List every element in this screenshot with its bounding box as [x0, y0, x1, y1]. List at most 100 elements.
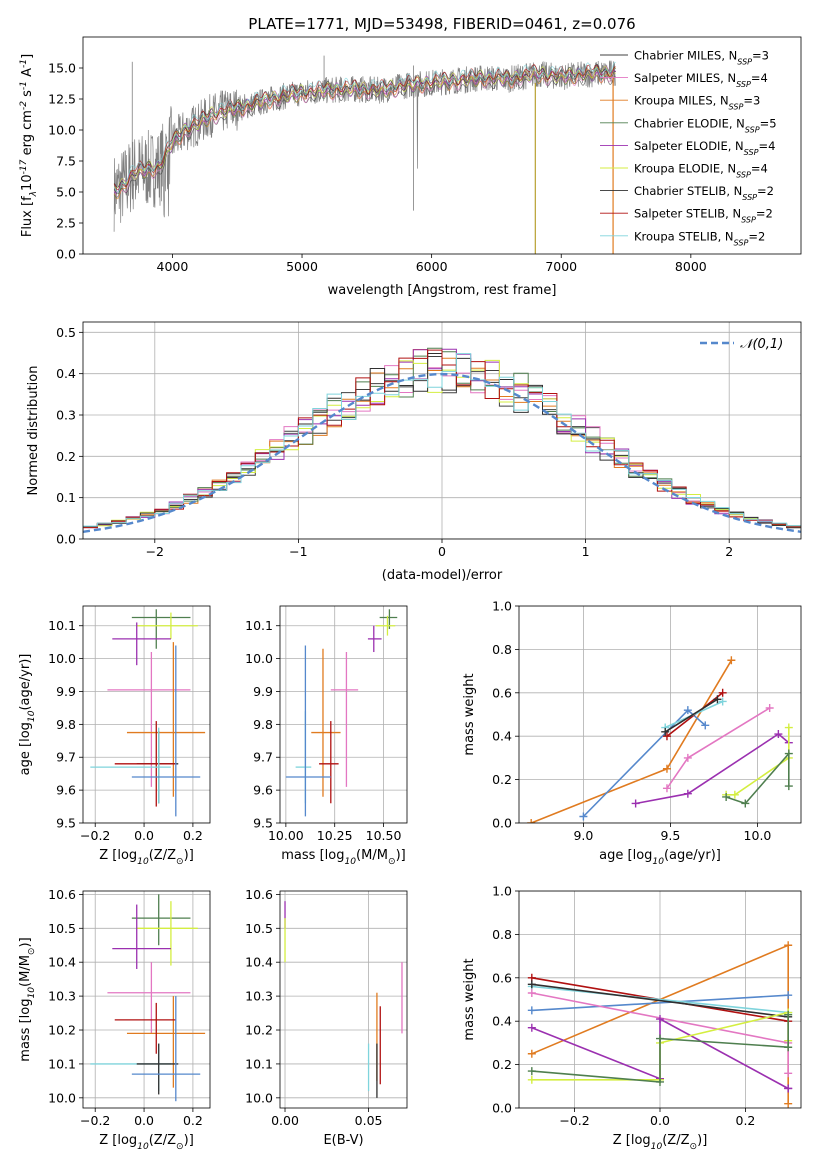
- axes-weight-vs-age: 9.0 9.5 10.0 0.0 0.2 0.4 0.6 0.8 1.0 age [log10(a…: [462, 599, 802, 867]
- y-tick-label: 10.3: [48, 989, 76, 1004]
- mass-weight-line: [726, 727, 790, 796]
- y-tick-label: 0.1: [56, 490, 76, 505]
- y-tick-label: 10.6: [48, 887, 76, 902]
- y-tick-label: 0.8: [492, 927, 512, 942]
- legend-label: Chabrier MILES, NSSP=3: [634, 49, 769, 67]
- y-tick-label: 0.6: [492, 685, 512, 700]
- mass-weight-marker: [713, 695, 722, 704]
- y-tick-label: 10.2: [245, 1023, 273, 1038]
- axes-mass-vs-ebv: 0.00 0.05 10.0 10.1 10.2 10.3 10.4 10.5 10.6 E(B-…: [245, 887, 408, 1148]
- y-axis-label: mass [log10(M/M⊙)]: [18, 937, 37, 1061]
- x-tick-label: 10.0: [744, 828, 772, 843]
- mass-weight-marker: [784, 991, 793, 1000]
- y-tick-label: 9.6: [56, 783, 76, 798]
- x-tick-label: 0.0: [134, 828, 154, 843]
- y-tick-label: 1.0: [492, 599, 512, 614]
- mass-weight-marker: [784, 1043, 793, 1052]
- model-spectrum-line: [113, 65, 616, 189]
- mass-weight-line: [531, 983, 789, 1018]
- y-tick-label: 10.4: [48, 955, 76, 970]
- y-tick-label: 10.6: [245, 887, 273, 902]
- legend-label: Chabrier STELIB, NSSP=2: [634, 184, 774, 202]
- mass-weight-line: [582, 709, 706, 818]
- x-tick-label: 6000: [416, 259, 448, 274]
- x-tick-label: 10.00: [268, 828, 304, 843]
- x-tick-label: 10.50: [366, 828, 402, 843]
- x-axis-label: Z [log10(Z/Z⊙)]: [99, 848, 194, 867]
- y-tick-label: 10.1: [245, 618, 273, 633]
- mass-weight-marker: [683, 753, 692, 762]
- y-tick-label: 0.4: [492, 1014, 512, 1029]
- x-tick-label: 1: [582, 544, 590, 559]
- x-tick-label: −0.2: [80, 828, 110, 843]
- x-tick-label: 10.25: [317, 828, 353, 843]
- mass-weight-marker: [527, 980, 536, 989]
- y-axis-label: Flux [fλ10-17 erg cm-2 s-1 A-1]: [19, 54, 39, 237]
- mass-weight-marker: [730, 790, 739, 799]
- y-tick-label: 10.0: [48, 1090, 76, 1105]
- axes-mass-vs-Z: −0.2 0.0 0.2 10.0 10.1 10.2 10.3 10.4 10.5 10.6 Z …: [18, 887, 211, 1152]
- x-tick-label: 0: [438, 544, 446, 559]
- model-spectrum-line: [113, 64, 616, 191]
- axes-frame: [82, 36, 802, 255]
- axes-residuals: −2 −1 0 1 2 0.0 0.1 0.2 0.3 0.4 0.5 𝒩(0,1) (data-mod…: [26, 321, 802, 583]
- legend-label: Kroupa STELIB, NSSP=2: [634, 229, 765, 247]
- mass-weight-line: [530, 659, 733, 823]
- mass-weight-marker: [784, 1099, 793, 1108]
- x-tick-label: 4000: [157, 259, 189, 274]
- x-axis-label: wavelength [Angstrom, rest frame]: [328, 283, 557, 298]
- mass-weight-marker: [662, 764, 671, 773]
- x-axis-label: Z [log10(Z/Z⊙)]: [613, 1133, 708, 1152]
- mass-weight-marker: [784, 1084, 793, 1093]
- spectrum-title: PLATE=1771, MJD=53498, FIBERID=0461, z=0…: [248, 15, 635, 33]
- legend-label: 𝒩(0,1): [740, 337, 783, 352]
- axes-spectrum: 4000 5000 6000 7000 8000 0.0 2.5 5.0 7.5 10.0 12.5…: [19, 36, 802, 298]
- y-tick-label: 0.2: [492, 1057, 512, 1072]
- y-tick-label: 9.7: [56, 750, 76, 765]
- y-tick-label: 9.8: [253, 717, 273, 732]
- residual-histogram: [83, 353, 801, 530]
- mass-weight-marker: [631, 799, 640, 808]
- plot-area-residuals: [83, 322, 801, 539]
- y-tick-label: 9.5: [56, 816, 76, 831]
- x-tick-label: −1: [289, 544, 307, 559]
- y-tick-label: 9.5: [253, 816, 273, 831]
- x-axis-label: E(B-V): [323, 1133, 363, 1148]
- y-tick-label: 10.4: [245, 955, 273, 970]
- legend-label: Kroupa MILES, NSSP=3: [634, 94, 760, 112]
- x-tick-label: 0.00: [271, 1113, 299, 1128]
- y-axis-label: age [log10(age/yr)]: [18, 654, 37, 776]
- x-axis-label: age [log10(age/yr)]: [599, 848, 721, 867]
- axes-frame: [82, 890, 211, 1109]
- mass-weight-marker: [727, 656, 736, 665]
- plot-area-age-vs-Z: [83, 606, 210, 823]
- mass-weight-marker: [661, 727, 670, 736]
- y-tick-label: 9.9: [56, 684, 76, 699]
- x-axis-label: mass [log10(M/M⊙)]: [281, 848, 405, 867]
- mass-weight-marker: [701, 721, 710, 730]
- x-tick-label: 9.0: [573, 828, 593, 843]
- y-tick-label: 10.0: [245, 1090, 273, 1105]
- y-tick-label: 10.5: [245, 921, 273, 936]
- axes-frame: [518, 605, 802, 824]
- mass-weight-marker: [656, 1034, 664, 1043]
- axes-age-vs-Z: −0.2 0.0 0.2 9.5 9.6 9.7 9.8 9.9 10.0 10.1 Z [log1…: [18, 605, 211, 867]
- mass-weight-marker: [765, 703, 774, 712]
- mass-weight-marker: [718, 697, 727, 706]
- mass-weight-line: [664, 698, 718, 733]
- mass-weight-marker: [527, 1075, 536, 1084]
- y-tick-label: 2.5: [56, 216, 76, 231]
- plot-area-mass-vs-Z: [83, 891, 210, 1108]
- y-tick-label: 10.3: [245, 989, 273, 1004]
- mass-weight-marker: [774, 730, 783, 739]
- mass-weight-marker: [527, 1023, 536, 1032]
- model-spectrum-line: [113, 61, 616, 193]
- x-tick-label: 0.0: [134, 1113, 154, 1128]
- y-tick-label: 0.4: [492, 729, 512, 744]
- legend-label: Kroupa ELODIE, NSSP=4: [634, 162, 768, 180]
- mass-weight-marker: [527, 819, 536, 823]
- y-tick-label: 10.0: [48, 651, 76, 666]
- y-axis-label: Normed distribution: [26, 366, 41, 496]
- x-tick-label: 0.2: [183, 1113, 203, 1128]
- mass-weight-marker: [718, 688, 727, 697]
